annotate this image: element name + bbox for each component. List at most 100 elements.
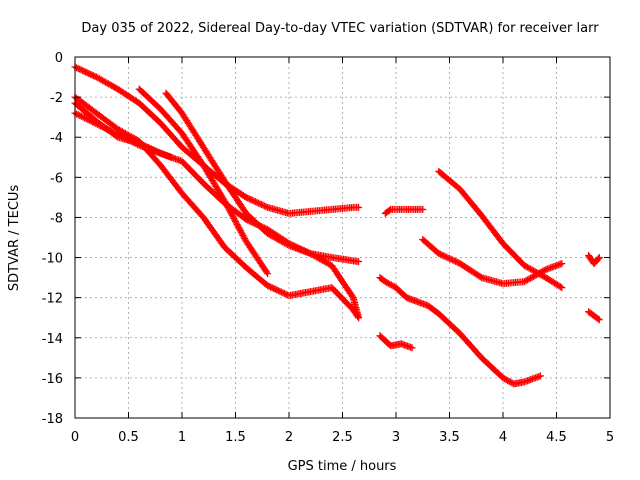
- data-point: [91, 72, 99, 80]
- data-point: [101, 124, 109, 132]
- data-point: [82, 68, 90, 76]
- data-point: [129, 138, 137, 146]
- y-tick-label: -2: [50, 91, 63, 106]
- data-point: [73, 64, 81, 72]
- data-point: [355, 203, 363, 211]
- x-tick-label: 0.5: [118, 430, 139, 445]
- data-point: [540, 266, 548, 274]
- grid: [75, 57, 610, 418]
- data-point: [119, 133, 127, 141]
- data-point: [264, 282, 272, 290]
- data-point: [230, 214, 238, 222]
- data-point: [251, 198, 259, 206]
- data-point: [240, 233, 248, 241]
- data-point: [98, 123, 106, 131]
- series-track-10: [419, 236, 566, 288]
- data-point: [435, 250, 443, 258]
- data-point: [132, 140, 140, 148]
- data-point: [354, 312, 362, 320]
- series-track-12: [585, 252, 603, 268]
- data-point: [244, 194, 252, 202]
- data-point: [225, 205, 233, 213]
- data-point: [122, 135, 130, 143]
- data-point: [103, 125, 111, 133]
- data-point: [279, 289, 287, 297]
- data-point: [558, 284, 566, 292]
- data-point: [239, 231, 247, 239]
- data-point: [242, 193, 250, 201]
- series-track-1: [71, 63, 363, 217]
- data-point: [126, 136, 134, 144]
- x-tick-label: 1: [178, 430, 186, 445]
- data-points: [71, 63, 603, 388]
- x-tick-label: 4: [499, 430, 507, 445]
- data-point: [79, 67, 87, 75]
- data-point: [242, 215, 250, 223]
- data-point: [248, 196, 256, 204]
- data-point: [224, 204, 232, 212]
- data-point: [254, 199, 262, 207]
- data-point: [263, 268, 271, 276]
- y-tick-label: -18: [42, 412, 63, 427]
- data-point: [536, 372, 544, 380]
- data-point: [250, 197, 258, 205]
- chart-title: Day 035 of 2022, Sidereal Day-to-day VTE…: [81, 21, 599, 36]
- data-point: [594, 315, 602, 323]
- data-point: [89, 118, 97, 126]
- data-point: [282, 290, 290, 298]
- data-point: [238, 230, 246, 238]
- data-point: [88, 71, 96, 79]
- data-point: [167, 153, 175, 161]
- data-point: [261, 202, 269, 210]
- y-axis-title: SDTVAR / TECUs: [7, 185, 22, 292]
- data-point: [236, 227, 244, 235]
- series-track-6: [71, 109, 175, 161]
- data-point: [233, 221, 241, 229]
- data-point: [231, 216, 239, 224]
- x-tick-label: 0: [71, 430, 79, 445]
- data-point: [276, 287, 284, 295]
- data-point: [100, 124, 108, 132]
- x-tick-label: 3.5: [439, 430, 460, 445]
- series-track-11: [435, 167, 566, 292]
- data-point: [89, 72, 97, 80]
- data-point: [446, 255, 453, 263]
- y-tick-label: -16: [42, 372, 63, 387]
- data-point: [116, 132, 124, 140]
- data-point: [227, 208, 235, 216]
- y-tick-label: -14: [42, 332, 63, 347]
- data-point: [594, 255, 602, 263]
- data-point: [90, 119, 98, 127]
- data-point: [130, 139, 138, 147]
- data-point: [222, 199, 230, 207]
- data-point: [262, 203, 270, 211]
- data-point: [476, 273, 484, 281]
- data-point: [114, 131, 122, 139]
- data-point: [127, 137, 135, 145]
- data-point: [86, 70, 94, 78]
- data-point: [256, 200, 264, 208]
- data-point: [452, 257, 460, 265]
- data-point: [444, 254, 452, 262]
- data-point: [271, 285, 279, 293]
- x-tick-label: 5: [606, 430, 614, 445]
- data-point: [449, 256, 457, 264]
- data-point: [265, 282, 273, 290]
- data-point: [83, 69, 91, 77]
- data-point: [283, 241, 291, 249]
- data-point: [268, 284, 276, 292]
- data-point: [234, 222, 242, 230]
- data-point: [121, 134, 129, 142]
- data-point: [228, 211, 236, 219]
- data-point: [110, 128, 118, 136]
- data-point: [227, 210, 235, 218]
- axis-ticks: 0 0.5 1 1.5 2 2.5 3 3.5 4 4.5 5 0 -2 -4 -6 -8 -10 -12 -14 -…: [42, 51, 614, 445]
- data-point: [87, 117, 95, 125]
- data-point: [82, 115, 90, 123]
- data-point: [245, 195, 253, 203]
- data-point: [92, 120, 100, 128]
- data-point: [97, 122, 105, 130]
- data-point: [232, 219, 240, 227]
- data-point: [235, 224, 243, 232]
